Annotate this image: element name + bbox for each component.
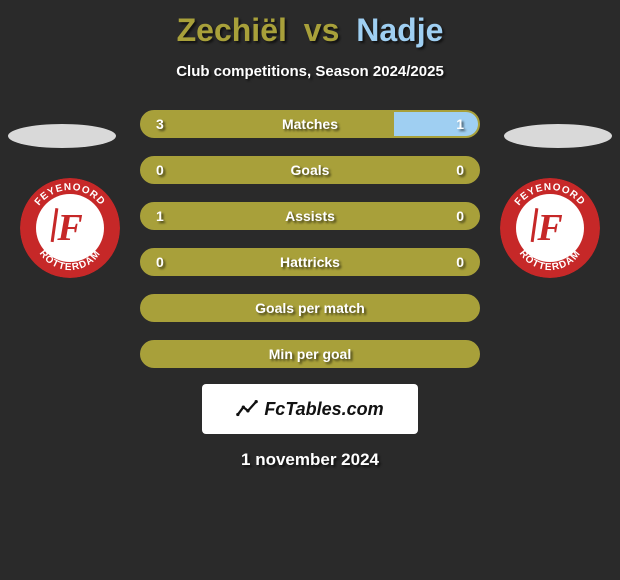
bar-fill-left (142, 112, 394, 136)
svg-text:F: F (56, 207, 82, 249)
vs-text: vs (304, 12, 340, 48)
bar-fill-right (394, 112, 478, 136)
stat-label: Assists (285, 208, 335, 224)
comparison-stage: FEYENOORD ROTTERDAM F FEYENOORD ROTTERDA… (0, 110, 620, 368)
player2-club-badge: FEYENOORD ROTTERDAM F (500, 178, 600, 278)
stat-label: Matches (282, 116, 338, 132)
stat-value-left: 0 (156, 254, 164, 270)
stat-row-hattricks: 0 0 Hattricks (140, 248, 480, 276)
stat-value-right: 0 (456, 208, 464, 224)
stat-row-assists: 1 0 Assists (140, 202, 480, 230)
stat-value-right: 0 (456, 162, 464, 178)
footer-date: 1 november 2024 (0, 450, 620, 470)
stat-row-min-per-goal: Min per goal (140, 340, 480, 368)
subtitle: Club competitions, Season 2024/2025 (0, 63, 620, 80)
svg-text:F: F (536, 207, 562, 249)
player2-head-placeholder (504, 124, 612, 148)
player1-club-badge: FEYENOORD ROTTERDAM F (20, 178, 120, 278)
stat-value-right: 0 (456, 254, 464, 270)
player1-head-placeholder (8, 124, 116, 148)
feyenoord-badge-icon: FEYENOORD ROTTERDAM F (500, 178, 600, 278)
stat-bars-container: 3 1 Matches 0 0 Goals 1 0 Assists 0 0 Hattricks Goal… (140, 110, 480, 368)
player1-name: Zechiël (177, 12, 287, 48)
feyenoord-badge-icon: FEYENOORD ROTTERDAM F (20, 178, 120, 278)
stat-label: Goals (291, 162, 330, 178)
comparison-title: Zechiël vs Nadje (0, 0, 620, 49)
stat-row-goals-per-match: Goals per match (140, 294, 480, 322)
stat-value-left: 1 (156, 208, 164, 224)
stat-value-left: 0 (156, 162, 164, 178)
stat-value-left: 3 (156, 116, 164, 132)
player2-name: Nadje (356, 12, 443, 48)
stat-row-goals: 0 0 Goals (140, 156, 480, 184)
stat-row-matches: 3 1 Matches (140, 110, 480, 138)
branding-badge: FcTables.com (202, 384, 418, 434)
stat-label: Min per goal (269, 346, 351, 362)
stat-label: Goals per match (255, 300, 365, 316)
branding-text: FcTables.com (264, 399, 383, 420)
stat-label: Hattricks (280, 254, 340, 270)
stat-value-right: 1 (456, 116, 464, 132)
chart-icon (236, 398, 258, 420)
